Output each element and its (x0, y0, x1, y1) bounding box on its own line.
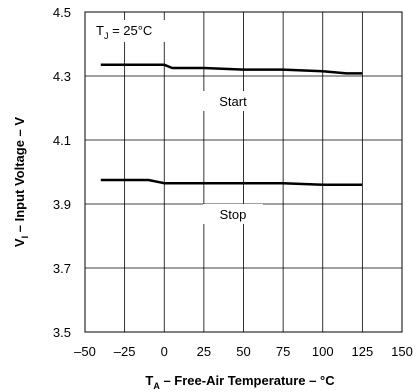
x-tick-label: –50 (74, 344, 96, 359)
y-axis-title: VI – Input Voltage – V (12, 117, 30, 247)
series-line-start (100, 63, 363, 75)
x-tick-label: –25 (114, 344, 136, 359)
y-tick-label: 3.9 (53, 197, 71, 212)
series-line-stop (100, 178, 363, 187)
x-tick-label: 150 (391, 344, 413, 359)
x-tick-label: 50 (236, 344, 250, 359)
label-mask-condition (92, 20, 174, 42)
y-tick-label: 3.5 (53, 325, 71, 340)
plot-frame (84, 11, 403, 333)
y-tick-label: 4.5 (53, 5, 71, 20)
x-tick-label: 75 (276, 344, 290, 359)
x-tick-labels: –50 –25 0 25 50 75 100 125 150 (74, 344, 413, 359)
x-tick-label: 100 (312, 344, 334, 359)
grid (85, 12, 402, 332)
x-tick-label: 125 (352, 344, 374, 359)
x-axis-title: TA – Free-Air Temperature – °C (145, 373, 335, 391)
series-label-start: Start (219, 94, 247, 109)
y-tick-label: 4.3 (53, 69, 71, 84)
series-layer (100, 63, 363, 187)
y-tick-label: 3.7 (53, 261, 71, 276)
label-mask-start (203, 91, 263, 111)
x-tick-label: 0 (161, 344, 168, 359)
y-tick-label: 4.1 (53, 133, 71, 148)
x-tick-label: 25 (197, 344, 211, 359)
condition-annotation: TJ = 25°C (96, 23, 152, 41)
y-tick-labels: 3.5 3.7 3.9 4.1 4.3 4.5 (53, 5, 71, 340)
series-label-stop: Stop (220, 207, 247, 222)
label-mask-stop (203, 204, 263, 224)
